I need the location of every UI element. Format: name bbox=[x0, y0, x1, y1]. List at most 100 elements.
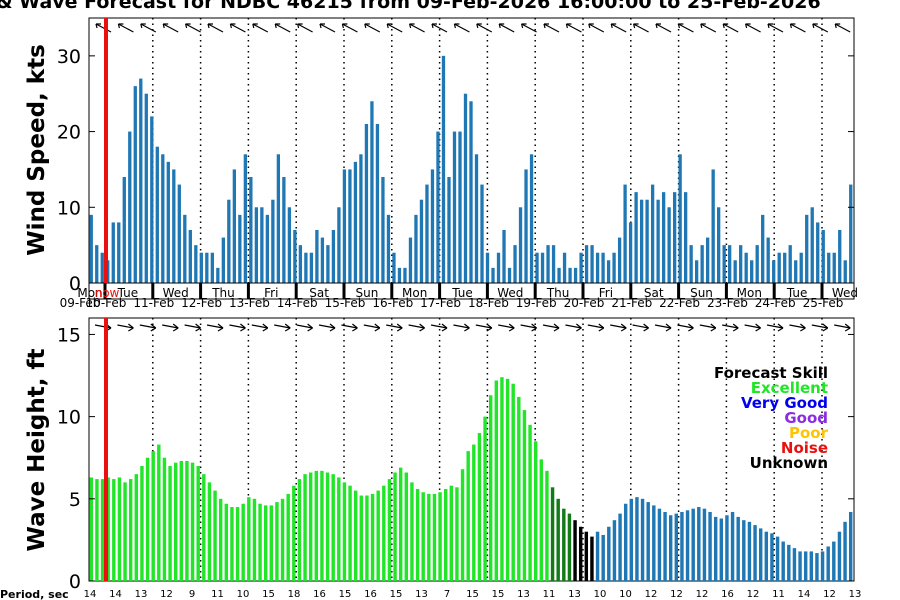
wind-bar bbox=[320, 237, 325, 283]
wind-bar bbox=[458, 131, 462, 283]
wind-bar bbox=[788, 245, 792, 283]
wind-bar bbox=[139, 78, 143, 283]
now-line-bottom bbox=[104, 318, 108, 581]
period-label: 13 bbox=[568, 589, 581, 600]
wind-bar bbox=[491, 267, 495, 283]
wind-bar bbox=[282, 177, 286, 283]
day-date: 25-Feb bbox=[803, 296, 844, 310]
wind-bar bbox=[122, 177, 126, 283]
wave-arrowhead bbox=[307, 323, 313, 332]
wind-arrowhead bbox=[274, 23, 281, 29]
period-label: 10 bbox=[237, 589, 250, 600]
wind-bar bbox=[205, 252, 209, 283]
wind-arrowhead bbox=[745, 23, 751, 29]
wind-bar bbox=[309, 252, 314, 283]
wind-bar bbox=[678, 154, 682, 283]
wind-bar bbox=[397, 267, 402, 283]
period-label: 18 bbox=[288, 589, 301, 600]
wind-bar bbox=[650, 184, 655, 283]
wind-bar bbox=[816, 222, 820, 283]
wave-bar bbox=[123, 482, 127, 581]
wave-bar bbox=[196, 465, 200, 581]
wave-bar bbox=[162, 457, 167, 581]
wave-bar bbox=[668, 515, 673, 581]
wind-arrowhead bbox=[341, 23, 348, 29]
wind-arrow bbox=[521, 23, 537, 33]
wave-arrow bbox=[699, 324, 716, 329]
day-date: 21-Feb bbox=[611, 296, 652, 310]
wave-bar bbox=[764, 531, 769, 581]
wave-bar bbox=[106, 477, 110, 581]
wave-arrow bbox=[408, 324, 425, 329]
wave-bar bbox=[202, 474, 206, 581]
legend-entry: Good bbox=[784, 409, 828, 427]
wave-bar bbox=[449, 485, 454, 581]
wind-bar bbox=[276, 154, 281, 283]
wave-bar bbox=[843, 521, 847, 581]
wave-arrow bbox=[117, 324, 134, 329]
wave-arrow bbox=[386, 324, 403, 329]
wind-bar bbox=[507, 267, 512, 283]
period-label: 16 bbox=[313, 589, 326, 600]
day-date: 23-Feb bbox=[707, 296, 748, 310]
day-date: 11-Feb bbox=[133, 296, 174, 310]
wave-bar bbox=[697, 507, 701, 581]
day-name: Fri bbox=[264, 286, 278, 300]
wave-bar bbox=[809, 551, 814, 581]
wind-bar bbox=[216, 267, 220, 283]
period-label: 15 bbox=[262, 589, 275, 600]
wind-bar bbox=[425, 184, 429, 283]
wave-bar bbox=[522, 410, 527, 581]
wave-bar bbox=[528, 424, 532, 581]
wave-arrow bbox=[184, 324, 201, 329]
period-label: 13 bbox=[415, 589, 428, 600]
wind-arrowhead bbox=[543, 23, 549, 29]
wind-bar bbox=[155, 146, 159, 283]
wind-bar bbox=[606, 260, 611, 283]
wind-arrowhead bbox=[409, 23, 415, 29]
day-date: 13-Feb bbox=[229, 296, 270, 310]
wave-bar bbox=[770, 533, 774, 581]
wave-arrow bbox=[363, 324, 380, 329]
wind-arrow bbox=[230, 23, 246, 33]
wave-bar bbox=[848, 511, 853, 581]
day-separator bbox=[103, 283, 107, 299]
wind-arrow bbox=[678, 23, 694, 33]
wind-y-tick-label: 20 bbox=[57, 122, 81, 144]
wave-bar bbox=[438, 492, 442, 581]
wind-bar bbox=[634, 192, 638, 283]
wind-bar bbox=[238, 214, 242, 283]
wave-arrowhead bbox=[217, 323, 224, 332]
wind-bar bbox=[177, 184, 181, 283]
wave-y-axis-label: Wave Height, ft bbox=[24, 349, 50, 552]
wind-bar bbox=[601, 252, 605, 283]
wind-y-axis-label: Wind Speed, kts bbox=[24, 44, 50, 256]
wind-bar bbox=[441, 55, 446, 283]
wind-bar bbox=[683, 192, 688, 283]
wave-bar bbox=[230, 507, 234, 581]
wave-bar bbox=[247, 497, 251, 581]
period-label: 12 bbox=[823, 589, 836, 600]
wind-arrowhead bbox=[677, 23, 684, 29]
wind-arrowhead bbox=[565, 23, 572, 29]
wave-arrowhead bbox=[732, 323, 739, 332]
wave-bar bbox=[117, 477, 122, 581]
period-label: 11 bbox=[543, 589, 556, 600]
wind-arrowhead bbox=[521, 23, 527, 29]
wind-bar bbox=[546, 245, 550, 283]
wind-bar bbox=[772, 260, 776, 283]
period-label: 11 bbox=[772, 589, 785, 600]
wind-bar bbox=[480, 184, 484, 283]
day-date: 15-Feb bbox=[325, 296, 366, 310]
wind-bar bbox=[717, 207, 721, 283]
wave-bar bbox=[235, 507, 240, 581]
wave-bar bbox=[635, 497, 639, 581]
wind-arrow bbox=[409, 23, 425, 33]
wind-arrow bbox=[610, 23, 627, 33]
wave-bar bbox=[702, 508, 707, 581]
wave-bar bbox=[601, 534, 605, 581]
day-separator bbox=[677, 283, 681, 299]
day-separator bbox=[629, 283, 633, 299]
wave-bar bbox=[556, 498, 560, 581]
wave-arrow bbox=[430, 324, 448, 329]
